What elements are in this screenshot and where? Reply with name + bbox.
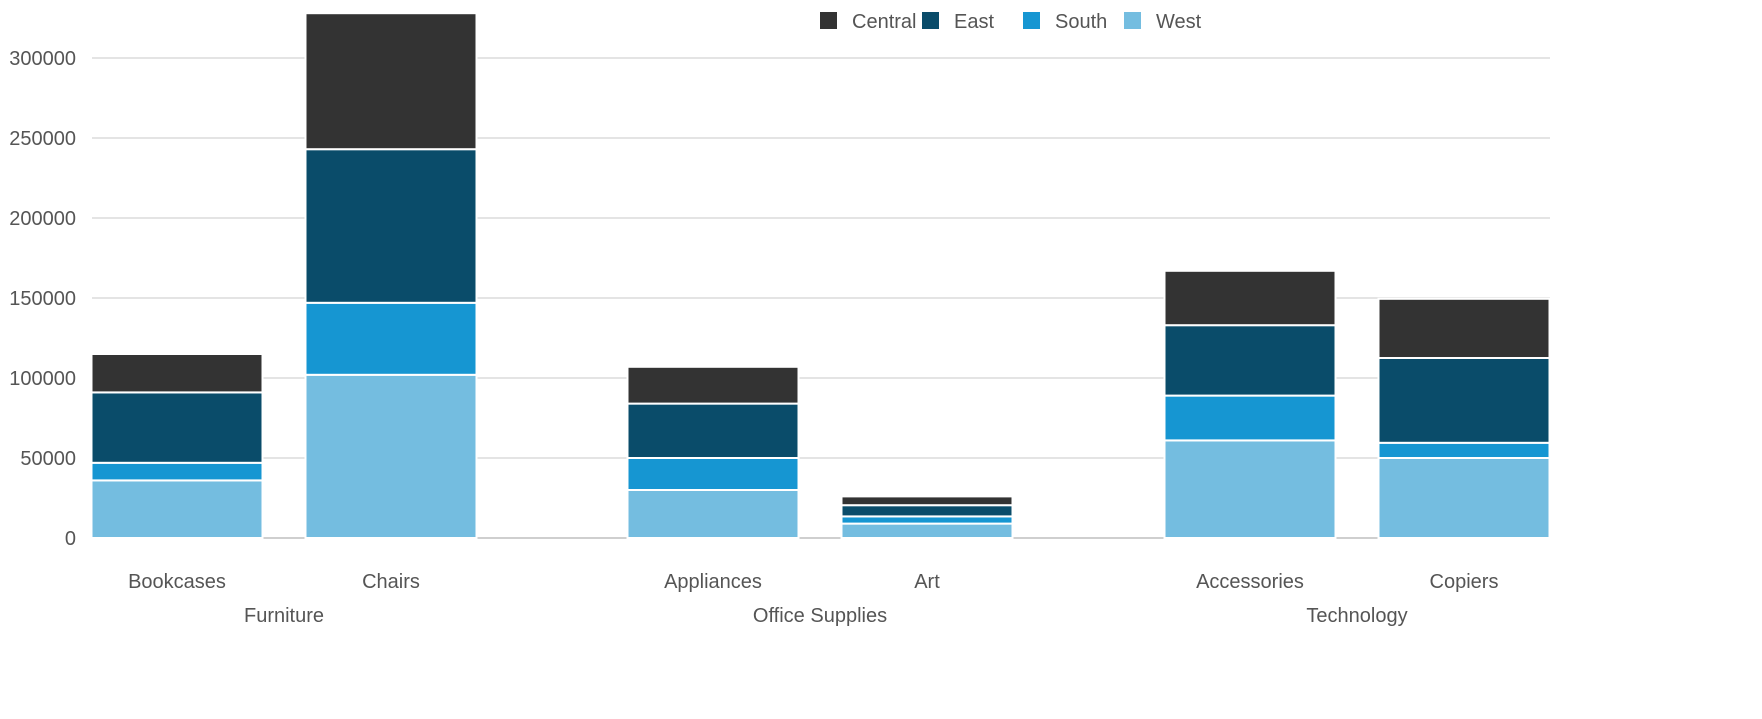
bars (90, 12, 1551, 539)
y-tick-label: 300000 (9, 48, 76, 70)
legend: Central East South West (820, 11, 1202, 33)
bar-segment-east (1377, 357, 1551, 444)
legend-swatch-west (1124, 12, 1141, 29)
bar-segment-west (840, 522, 1014, 539)
y-tick-label: 250000 (9, 128, 76, 150)
y-tick-label: 200000 (9, 208, 76, 230)
x-group-label: Furniture (244, 605, 324, 627)
x-group-label: Technology (1306, 605, 1407, 627)
bar-segment-south (840, 515, 1014, 525)
x-axis-categories: Bookcases Chairs Appliances Art Accessories C… (128, 571, 1498, 593)
bar-segment-central (304, 12, 478, 151)
x-category-label: Bookcases (128, 571, 226, 593)
legend-label-central: Central (852, 11, 916, 33)
bar-segment-east (90, 391, 264, 464)
legend-label-south: South (1055, 11, 1107, 33)
bar-segment-east (304, 148, 478, 304)
bar-segment-central (626, 365, 800, 405)
bar-segment-west (1377, 457, 1551, 539)
y-tick-label: 0 (65, 528, 76, 550)
bar-segment-east (626, 402, 800, 460)
bar-segment-south (90, 461, 264, 482)
x-group-label: Office Supplies (753, 605, 887, 627)
bar-segment-west (304, 373, 478, 539)
y-tick-label: 150000 (9, 288, 76, 310)
legend-swatch-south (1023, 12, 1040, 29)
bar-segment-south (1377, 441, 1551, 459)
x-category-label: Art (914, 571, 940, 593)
bar-segment-central (90, 353, 264, 394)
bar-segment-west (1163, 439, 1337, 539)
legend-swatch-central (820, 12, 837, 29)
bar-segment-central (840, 495, 1014, 507)
legend-label-east: East (954, 11, 994, 33)
bar-segment-central (1377, 297, 1551, 359)
bar-segment-east (840, 504, 1014, 518)
x-category-label: Copiers (1430, 571, 1499, 593)
bar-segment-central (1163, 269, 1337, 327)
x-category-label: Accessories (1196, 571, 1304, 593)
bar-segment-south (304, 301, 478, 376)
bar-segment-west (90, 479, 264, 539)
x-category-label: Chairs (362, 571, 420, 593)
bar-segment-east (1163, 324, 1337, 397)
bar-segment-south (626, 457, 800, 491)
bar-segment-south (1163, 394, 1337, 442)
y-tick-label: 50000 (20, 448, 76, 470)
legend-label-west: West (1156, 11, 1202, 33)
y-tick-label: 100000 (9, 368, 76, 390)
x-axis-groups: Furniture Office Supplies Technology (244, 605, 1408, 627)
legend-swatch-east (922, 12, 939, 29)
y-axis-ticks: 0 50000 100000 150000 200000 250000 300000 (9, 48, 76, 550)
bar-segment-west (626, 489, 800, 539)
x-category-label: Appliances (664, 571, 762, 593)
